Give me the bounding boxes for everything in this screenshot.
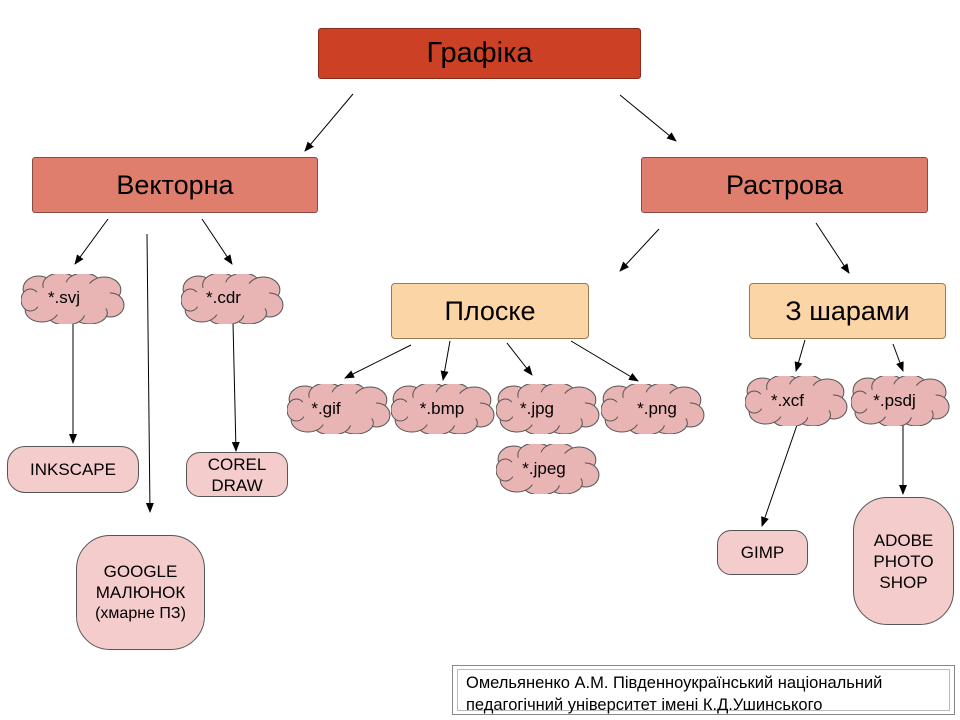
arrow-layered-xcf [794,339,806,372]
category-vector: Векторна [32,157,318,213]
format-cloud-jpg: *.jpg [496,384,600,434]
arrow-flat-png [570,340,639,382]
root-node-graphics: Графіка [318,28,641,79]
arrow-cdr-corel [231,321,240,452]
program-google-line-1: GOOGLE [103,562,178,581]
format-label-gif: *.gif [311,399,341,418]
format-label-svj: *.svj [47,288,81,307]
cloud-shape [601,384,705,434]
format-label-cdr: *.cdr [206,288,241,307]
cloud-shape [181,274,284,324]
arrow-flat-jpg [506,342,533,376]
author-credit-line-1: Омельяненко А.М. Південноукраїнський нац… [466,674,883,692]
format-cloud-gif: *.gif [287,384,391,434]
program-google-line-2: МАЛЮНОК [95,583,186,602]
format-label-bmp: *.bmp [419,399,465,418]
arrow-layered-psdj [892,343,904,372]
format-cloud-jpeg: *.jpeg [496,444,600,494]
cloud-shape [851,376,950,426]
program-corel-draw: COREL DRAW [186,452,288,497]
arrow-flat-bmp [440,340,451,381]
program-adobe-line-1: ADOBE [873,530,934,550]
cloud-shape [496,384,600,434]
format-label-jpg: *.jpg [519,399,555,418]
arrow-root-raster [619,94,677,142]
format-label-xcf: *.xcf [770,391,805,410]
program-gimp: GIMP [717,530,808,575]
arrow-root-vector [304,93,354,152]
format-cloud-cdr: *.cdr [181,274,284,324]
program-corel-line-2: DRAW [211,475,263,495]
raster-type-flat: Плоске [391,283,589,339]
program-corel-line-1: COREL [207,454,267,474]
format-label-jpeg: *.jpeg [522,459,566,478]
program-adobe-photoshop: ADOBE PHOTO SHOP [853,497,954,625]
cloud-shape [745,376,848,426]
program-adobe-line-2: PHOTO [873,551,934,571]
cloud-shape [391,384,495,434]
arrow-raster-layered [815,222,850,274]
format-label-png: *.png [637,399,677,418]
cloud-shape [496,444,600,494]
author-credit: Омельяненко А.М. Південноукраїнський нац… [452,665,955,715]
cloud-shape [21,274,125,324]
arrow-flat-gif [344,344,412,379]
program-inkscape: INKSCAPE [7,446,139,493]
format-cloud-bmp: *.bmp [391,384,495,434]
arrow-vector-google [145,233,154,513]
format-label-psdj: *.psdj [873,391,916,410]
program-google-drawing: GOOGLE МАЛЮНОК (хмарне ПЗ) [76,535,205,650]
cloud-shape [287,384,391,434]
format-cloud-psdj: *.psdj [851,376,950,426]
arrow-vector-cdr [201,218,233,265]
format-cloud-svj: *.svj [21,274,125,324]
author-credit-line-2: педагогічний університет імені К.Д.Ушинс… [466,696,823,714]
raster-type-layered: З шарами [749,283,946,339]
arrow-vector-svj [74,218,109,265]
program-google-line-3: (хмарне ПЗ) [95,605,186,622]
arrow-raster-flat [619,228,660,272]
program-adobe-line-3: SHOP [879,572,928,592]
format-cloud-png: *.png [601,384,705,434]
format-cloud-xcf: *.xcf [745,376,848,426]
arrow-xcf-gimp [761,424,798,527]
author-credit-text: Омельяненко А.М. Південноукраїнський нац… [457,669,950,714]
category-raster: Растрова [641,157,928,213]
